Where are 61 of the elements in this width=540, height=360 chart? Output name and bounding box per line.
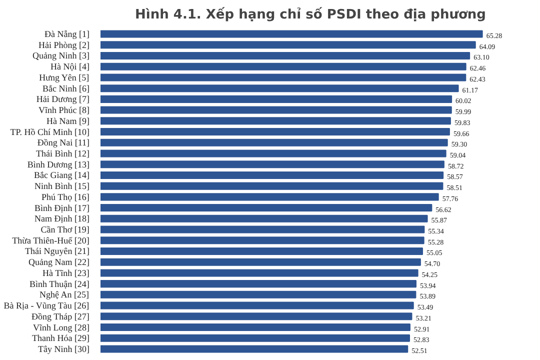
y-tick-label: Thái Bình [12] bbox=[36, 148, 90, 158]
y-tick-label: Đồng Nai [11] bbox=[37, 138, 90, 148]
bar bbox=[100, 236, 424, 244]
y-tick-label: Bà Rịa - Vũng Tàu [26] bbox=[4, 300, 90, 311]
y-tick-label: Nam Định [18] bbox=[34, 214, 90, 224]
bar bbox=[100, 226, 425, 234]
bar bbox=[100, 30, 483, 38]
bar bbox=[100, 160, 444, 168]
y-tick-label: Quảng Ninh [3] bbox=[32, 50, 90, 61]
y-tick-label: Quảng Nam [22] bbox=[28, 257, 90, 268]
y-tick-label: Hải Dương [7] bbox=[36, 94, 90, 104]
bar bbox=[100, 150, 446, 158]
y-tick-label: Tây Ninh [30] bbox=[38, 344, 90, 354]
y-tick-label: Thái Nguyên [21] bbox=[25, 246, 90, 256]
y-tick-label: Đà Nẵng [1] bbox=[44, 29, 90, 40]
y-tick-label: Bình Thuận [24] bbox=[30, 278, 90, 289]
bar bbox=[100, 345, 408, 353]
y-tick-label: Vĩnh Long [28] bbox=[33, 322, 90, 332]
bar bbox=[100, 334, 410, 342]
y-tick-label: Bình Dương [13] bbox=[27, 159, 90, 170]
y-tick-label: Bắc Ninh [6] bbox=[42, 83, 90, 94]
bar bbox=[100, 324, 410, 332]
bar bbox=[100, 84, 459, 92]
y-tick-label: Thừa Thiên-Huế [20] bbox=[12, 235, 90, 246]
bar bbox=[100, 62, 466, 70]
y-tick-label: Phú Thọ [16] bbox=[42, 192, 90, 202]
bar bbox=[100, 74, 466, 82]
y-tick-label: Bắc Giang [14] bbox=[34, 170, 90, 180]
y-tick-label: Đồng Tháp [27] bbox=[32, 311, 90, 322]
bar bbox=[100, 171, 444, 179]
bar bbox=[100, 117, 451, 125]
y-tick-label: Hà Tĩnh [23] bbox=[42, 268, 90, 278]
y-tick-label: Thanh Hóa [29] bbox=[32, 333, 90, 344]
bar bbox=[100, 290, 416, 298]
bar bbox=[100, 106, 452, 114]
y-tick-label: Hà Nam [9] bbox=[46, 116, 90, 126]
bar bbox=[100, 128, 450, 136]
bar bbox=[100, 204, 432, 212]
y-tick-label: Ninh Bình [15] bbox=[34, 181, 90, 192]
chart-title: Hình 4.1. Xếp hạng chỉ số PSDI theo địa phương bbox=[135, 6, 486, 22]
y-tick-label: Bình Định [17] bbox=[34, 202, 90, 213]
y-tick-label: Cần Thơ [19] bbox=[40, 224, 90, 235]
y-tick-label: Hưng Yên [5] bbox=[39, 72, 90, 82]
y-tick-label: Hải Phòng [2] bbox=[38, 40, 90, 50]
bar bbox=[100, 41, 476, 49]
bar bbox=[100, 52, 470, 60]
bar bbox=[100, 193, 439, 201]
y-tick-label: TP. Hồ Chí Minh [10] bbox=[10, 126, 90, 137]
bar bbox=[100, 302, 414, 310]
bar bbox=[100, 138, 448, 146]
y-tick-label: Vĩnh Phúc [8] bbox=[38, 105, 90, 116]
bar bbox=[100, 95, 452, 103]
bar bbox=[100, 247, 423, 255]
bar bbox=[100, 214, 428, 222]
y-tick-label: Hà Nội [4] bbox=[50, 62, 90, 72]
bar bbox=[100, 258, 421, 266]
bar bbox=[100, 269, 418, 277]
bar bbox=[100, 312, 412, 320]
bar bbox=[100, 182, 444, 190]
y-tick-label: Nghệ An [25] bbox=[40, 290, 90, 300]
bar bbox=[100, 280, 416, 288]
